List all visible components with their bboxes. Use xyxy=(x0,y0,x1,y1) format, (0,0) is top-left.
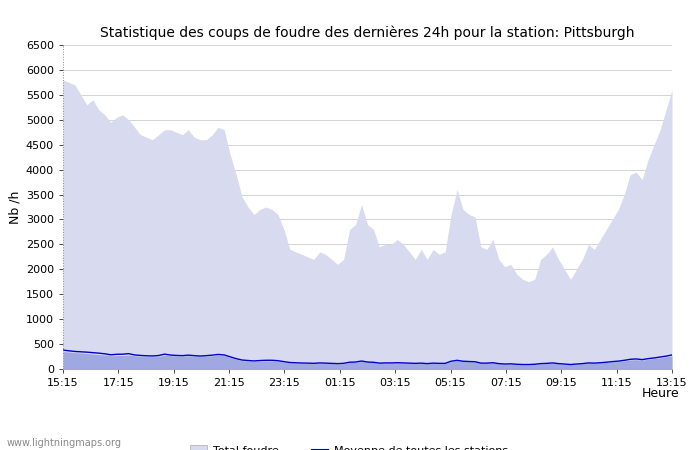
Text: Heure: Heure xyxy=(641,387,679,400)
Title: Statistique des coups de foudre des dernières 24h pour la station: Pittsburgh: Statistique des coups de foudre des dern… xyxy=(100,25,635,40)
Text: www.lightningmaps.org: www.lightningmaps.org xyxy=(7,438,122,448)
Y-axis label: Nb /h: Nb /h xyxy=(8,190,22,224)
